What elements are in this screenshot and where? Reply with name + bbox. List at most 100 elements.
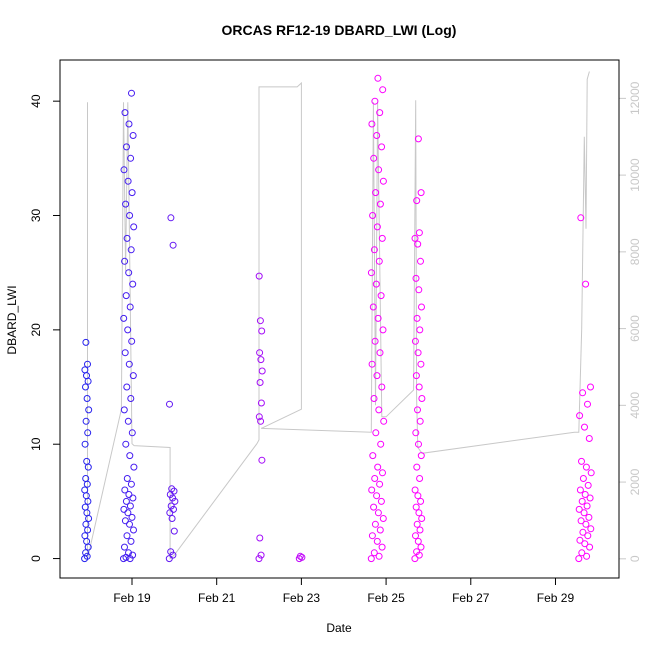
data-point: [583, 552, 591, 560]
data-point: [368, 486, 376, 494]
data-point: [411, 486, 419, 494]
secondary-trace-line: [84, 71, 590, 560]
data-point: [127, 537, 135, 545]
y-tick-label: 30: [29, 209, 43, 223]
data-point: [165, 555, 173, 563]
data-point: [166, 400, 173, 408]
data-point: [585, 513, 593, 521]
data-point: [167, 502, 175, 510]
data-point: [367, 269, 375, 277]
data-point: [373, 132, 381, 139]
data-point: [373, 372, 381, 380]
x-tick-label: Feb 23: [283, 591, 321, 605]
data-point: [575, 505, 583, 513]
data-point: [578, 549, 586, 557]
data-point: [83, 552, 91, 560]
data-point: [413, 520, 421, 528]
data-point: [122, 497, 130, 505]
data-point: [415, 286, 423, 294]
data-point: [414, 240, 422, 248]
data-point: [129, 280, 137, 288]
data-point: [130, 526, 137, 534]
data-point: [577, 214, 585, 222]
data-point: [377, 292, 385, 300]
data-point: [583, 502, 591, 510]
data-point: [580, 509, 588, 517]
data-point: [579, 389, 587, 397]
data-point: [122, 292, 130, 300]
data-point: [126, 520, 133, 528]
data-point: [370, 395, 378, 402]
data-point: [375, 257, 383, 265]
data-point: [298, 553, 306, 561]
data-point: [412, 532, 419, 540]
data-point: [258, 456, 266, 464]
data-point: [125, 269, 133, 277]
data-point: [370, 154, 378, 162]
data-point: [412, 274, 420, 282]
y2-tick-label: 6000: [628, 315, 642, 342]
data-point: [417, 360, 425, 368]
data-point: [83, 457, 91, 465]
data-point: [82, 383, 89, 391]
data-point: [581, 540, 589, 548]
data-point: [417, 543, 425, 551]
data-point: [582, 520, 590, 528]
series-7: [411, 135, 426, 563]
data-point: [125, 491, 133, 498]
data-point: [82, 475, 90, 482]
data-point: [255, 272, 263, 280]
data-point: [255, 555, 263, 563]
data-point: [415, 509, 423, 517]
data-point: [376, 109, 384, 117]
data-point: [376, 480, 384, 488]
data-point: [128, 89, 135, 97]
data-point: [418, 515, 426, 522]
series-2: [120, 89, 138, 563]
data-point: [377, 440, 385, 448]
data-point: [125, 360, 133, 368]
y-tick-label: 10: [29, 437, 43, 451]
data-point: [415, 383, 423, 391]
data-point: [372, 280, 380, 288]
data-point: [581, 423, 588, 431]
data-point: [130, 223, 138, 231]
data-point: [170, 527, 178, 535]
data-point: [587, 525, 595, 533]
data-point: [167, 548, 175, 556]
data-point: [123, 532, 131, 540]
data-point: [578, 497, 586, 505]
data-point: [129, 494, 137, 502]
series-8: [575, 214, 595, 563]
data-point: [417, 257, 424, 265]
data-point: [416, 326, 424, 334]
data-point: [372, 429, 380, 437]
data-point: [124, 326, 132, 334]
data-point: [575, 555, 583, 563]
data-point: [369, 452, 377, 460]
data-point: [81, 486, 89, 494]
data-point: [416, 526, 424, 534]
data-point: [581, 491, 589, 498]
data-point: [128, 429, 136, 437]
data-point: [82, 549, 90, 557]
data-point: [256, 317, 264, 325]
data-point: [376, 526, 384, 534]
data-point: [167, 214, 175, 222]
series-1: [81, 338, 93, 563]
data-point: [129, 372, 137, 380]
data-point: [379, 177, 387, 185]
x-tick-label: Feb 27: [452, 591, 490, 605]
data-point: [368, 360, 376, 368]
data-point: [123, 383, 131, 391]
data-point: [579, 528, 587, 536]
data-point: [412, 429, 420, 437]
data-point: [84, 360, 91, 368]
data-point: [584, 481, 592, 489]
data-point: [121, 109, 129, 117]
series-5: [295, 552, 306, 563]
data-point: [121, 517, 129, 525]
data-point: [127, 246, 135, 254]
y2-tick-label: 4000: [628, 392, 642, 419]
data-point: [374, 74, 382, 82]
